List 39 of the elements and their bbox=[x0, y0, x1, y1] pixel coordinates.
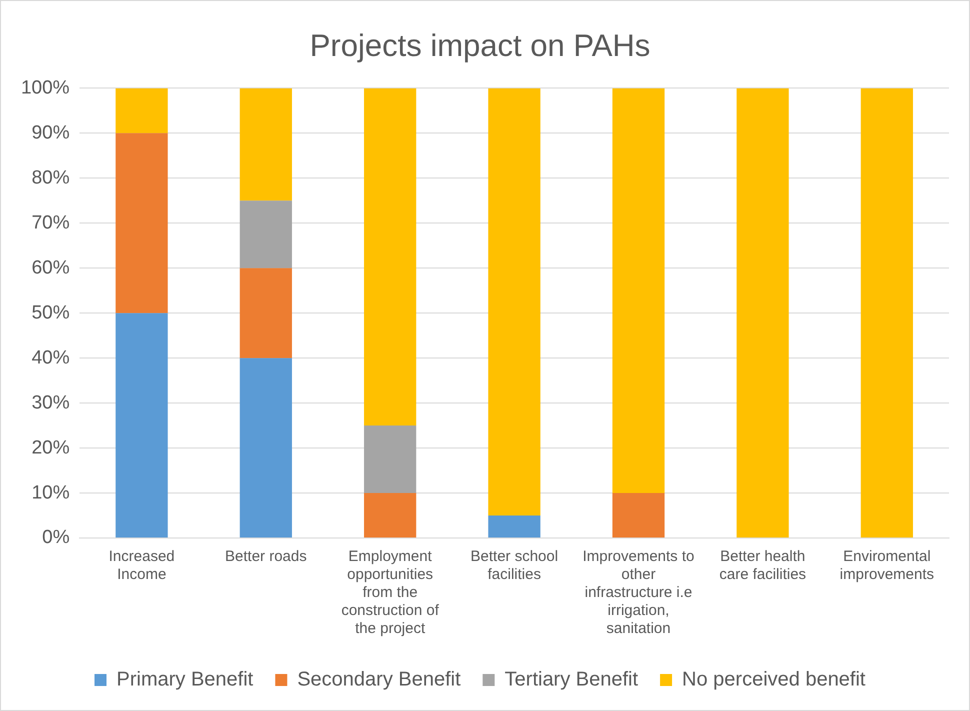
x-tick-label: Improvements to other infrastructure i.e irrigation, sanitation bbox=[582, 548, 694, 638]
bar bbox=[240, 88, 292, 201]
legend-label: Tertiary Benefit bbox=[504, 668, 638, 691]
bar bbox=[240, 268, 292, 358]
y-tick-label: 40% bbox=[32, 347, 70, 368]
x-tick-label: Increased Income bbox=[108, 548, 175, 584]
y-tick-label: 50% bbox=[32, 302, 70, 324]
bar bbox=[240, 200, 292, 268]
bar bbox=[736, 88, 789, 538]
y-tick-label: 0% bbox=[42, 527, 70, 548]
bar bbox=[116, 88, 168, 134]
bar bbox=[612, 493, 665, 538]
bar bbox=[364, 88, 416, 426]
x-tick-label: Employment opportunities from the construction of the project bbox=[341, 548, 440, 638]
y-tick-label: 100% bbox=[20, 77, 70, 98]
y-tick-label: 30% bbox=[32, 392, 70, 414]
x-tick-label: Enviromental improvements bbox=[840, 548, 934, 584]
legend-label: Secondary Benefit bbox=[297, 668, 462, 691]
y-tick-label: 70% bbox=[32, 212, 70, 234]
bar bbox=[860, 88, 913, 538]
bar bbox=[612, 88, 665, 494]
y-tick-label: 90% bbox=[32, 122, 70, 144]
bar bbox=[488, 88, 540, 516]
chart-title: Projects impact on PAHs bbox=[310, 28, 650, 64]
y-tick-label: 60% bbox=[32, 257, 70, 278]
bar bbox=[116, 313, 168, 538]
y-tick-label: 10% bbox=[32, 482, 70, 504]
bar bbox=[364, 426, 416, 494]
bar bbox=[488, 516, 540, 538]
y-tick-label: 80% bbox=[32, 167, 70, 188]
y-tick-label: 20% bbox=[32, 437, 70, 458]
bar bbox=[116, 133, 168, 314]
x-tick-label: Better roads bbox=[225, 548, 307, 566]
legend-label: No perceived benefit bbox=[682, 668, 866, 691]
legend-label: Primary Benefit bbox=[116, 668, 254, 691]
x-tick-label: Better school facilities bbox=[470, 548, 558, 584]
bar bbox=[240, 358, 292, 538]
bar bbox=[364, 493, 416, 538]
x-tick-label: Better health care facilities bbox=[719, 548, 806, 584]
